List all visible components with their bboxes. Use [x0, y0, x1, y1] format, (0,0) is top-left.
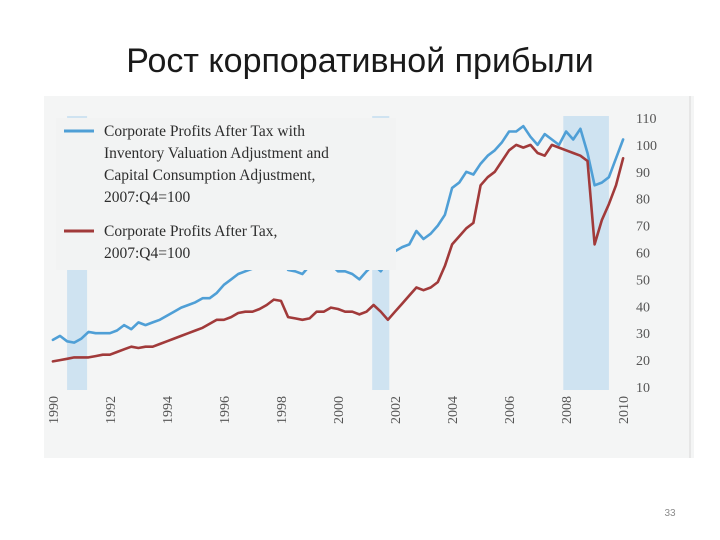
slide-title: Рост корпоративной прибыли: [126, 42, 594, 80]
series-line-2: [51, 143, 625, 363]
x-tick-label: 1992: [104, 396, 119, 424]
y-tick-label: 70: [636, 220, 650, 235]
chart-svg: Corporate Profits After Tax with Inventor…: [44, 96, 694, 458]
y-tick-label: 100: [636, 139, 657, 154]
x-tick-label: 2002: [389, 396, 404, 424]
x-tick-label: 1998: [275, 396, 290, 424]
x-tick-label: 1996: [218, 396, 233, 424]
y-tick-label: 30: [636, 327, 650, 342]
x-tick-label: 1990: [47, 396, 62, 424]
chart: Corporate Profits After Tax with Inventor…: [44, 96, 694, 458]
x-tick-label: 1994: [161, 396, 176, 424]
x-tick-label: 2000: [332, 396, 347, 424]
legend-label-1: 2007:Q4=100: [104, 189, 190, 206]
x-tick-label: 2004: [446, 396, 461, 424]
series-lines: [51, 124, 625, 363]
legend-box: [56, 118, 396, 270]
y-axis-ticks: 10 20 30 40 50 60 70 80 90 100 110: [636, 112, 657, 396]
y-tick-label: 10: [636, 381, 650, 396]
legend-label-1: Corporate Profits After Tax with: [104, 123, 305, 140]
legend-label-1: Inventory Valuation Adjustment and: [104, 145, 329, 162]
x-tick-label: 2008: [560, 396, 575, 424]
y-tick-label: 40: [636, 300, 650, 315]
y-tick-label: 90: [636, 166, 650, 181]
y-tick-label: 60: [636, 247, 650, 262]
y-tick-label: 80: [636, 193, 650, 208]
legend-label-1: Capital Consumption Adjustment,: [104, 167, 315, 184]
y-tick-label: 110: [636, 112, 656, 127]
recession-band: [563, 116, 609, 390]
legend-label-2: 2007:Q4=100: [104, 245, 190, 262]
legend-label-2: Corporate Profits After Tax,: [104, 223, 277, 240]
y-tick-label: 50: [636, 273, 650, 288]
x-axis-ticks: 1990 1992 1994 1996 1998 2000 2002 2004 2006 2008…: [47, 396, 632, 424]
page-number: 33: [664, 508, 676, 519]
legend: Corporate Profits After Tax with Inventor…: [56, 118, 396, 270]
x-tick-label: 2010: [617, 396, 632, 424]
y-tick-label: 20: [636, 354, 650, 369]
x-tick-label: 2006: [503, 396, 518, 424]
series-line-1: [51, 124, 625, 344]
